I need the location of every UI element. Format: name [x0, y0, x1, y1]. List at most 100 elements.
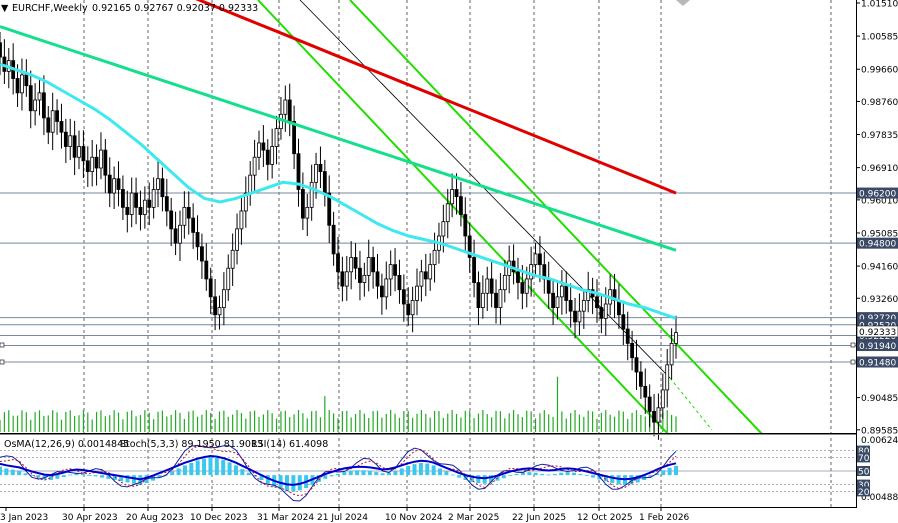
candle-body: [441, 221, 446, 237]
candle-body: [485, 278, 490, 294]
candle-body: [46, 117, 51, 133]
price-tick-label: 0.96010: [861, 196, 898, 206]
candle-body: [164, 196, 169, 212]
osma-bar: [348, 470, 353, 476]
candle-body: [63, 131, 68, 147]
candle-body: [318, 164, 323, 172]
candle-body: [261, 142, 266, 151]
candle-body: [546, 278, 551, 294]
osma-bar: [23, 473, 28, 476]
candle-body: [314, 164, 318, 183]
candle-body: [450, 189, 455, 205]
osma-bar: [501, 475, 506, 479]
osma-bar: [227, 462, 232, 476]
osma-bar: [406, 465, 411, 476]
osma-bar: [214, 458, 219, 476]
ma-line-cyan: [0, 62, 677, 320]
candle-body: [217, 307, 222, 316]
candle-body: [94, 156, 99, 169]
candle-body: [388, 264, 393, 280]
candle-body: [309, 181, 314, 208]
candle-body: [564, 285, 569, 301]
candle-body: [129, 192, 134, 215]
price-tick-label: 0.95085: [861, 229, 898, 239]
candle-body: [151, 189, 156, 208]
moving-averages: [0, 0, 677, 320]
price-axis: 1.01510 1.00585 0.99660 0.98760 0.97835 0.969…: [0, 0, 898, 436]
osma-bar: [176, 468, 181, 476]
osma-bar: [450, 474, 455, 476]
ma-line-red: [195, 0, 677, 195]
candle-body: [221, 289, 226, 308]
osma-bar: [189, 462, 194, 476]
osma-bar: [297, 475, 302, 491]
candle-body: [643, 385, 648, 398]
osma-bar: [438, 468, 443, 476]
candle-body: [638, 371, 643, 387]
osma-bar: [233, 465, 238, 476]
scroll-marker-icon[interactable]: [676, 0, 690, 6]
osma-bar: [291, 475, 296, 492]
osma-bar: [0, 466, 2, 476]
price-tick-label: 0.99660: [861, 66, 898, 76]
level-marker-right: [850, 359, 856, 365]
candle-body: [322, 171, 327, 194]
candle-body: [239, 210, 244, 230]
osma-bar: [476, 475, 481, 484]
osma-bar: [195, 460, 200, 476]
osma-max-label: 0.0062469: [861, 436, 898, 446]
osma-bar: [87, 475, 92, 476]
candle-body: [340, 271, 345, 287]
candle-body: [265, 149, 270, 165]
osma-bar: [635, 475, 640, 483]
osma-bar: [374, 472, 379, 476]
candle-body: [327, 192, 332, 226]
time-tick-label: 10 Nov 2024: [385, 513, 443, 523]
candle-body: [28, 85, 33, 112]
price-tick-label: 0.96910: [861, 164, 898, 174]
candle-body: [555, 296, 560, 308]
price-tick-label: 0.94160: [861, 263, 898, 273]
candle-body: [15, 78, 20, 94]
candle-body: [300, 189, 305, 219]
osma-bar: [240, 469, 245, 476]
price-tick-label: 0.90485: [861, 394, 898, 404]
osma-bar: [323, 475, 328, 479]
osc-level-label: 50: [858, 468, 870, 478]
time-tick-label: 31 Mar 2024: [257, 513, 314, 523]
osma-bar: [367, 470, 372, 476]
osma-bar: [514, 473, 519, 476]
trend-line-black: [299, 0, 671, 379]
osma-bar: [36, 475, 41, 478]
osma-bar: [418, 462, 423, 476]
osma-bar: [355, 470, 360, 476]
candle-body: [213, 296, 217, 316]
candle-body: [204, 260, 209, 280]
candle-body: [20, 74, 24, 94]
osma-bar: [361, 470, 366, 476]
volume-bars: [0, 376, 677, 432]
candle-body: [559, 285, 564, 298]
candle-body: [353, 257, 358, 269]
candle-body: [625, 328, 630, 344]
osma-bar: [648, 475, 653, 477]
candle-body: [77, 146, 81, 158]
time-tick-label: 1 Feb 2026: [639, 513, 690, 523]
osma-bar: [469, 475, 474, 482]
osma-bar: [131, 475, 136, 484]
candle-body: [660, 389, 665, 409]
candle-body: [397, 274, 402, 291]
level-price-box: [857, 340, 898, 352]
candle-body: [257, 142, 261, 158]
symbol-dropdown-icon[interactable]: ▼: [1, 3, 9, 14]
candle-body: [498, 289, 503, 308]
stoch-label: Stoch(5,3,3) 89.1950 81.9013: [120, 439, 263, 450]
osma-bar: [393, 470, 398, 476]
candle-body: [186, 206, 191, 219]
osma-bar: [527, 472, 532, 476]
osma-bar: [106, 475, 111, 479]
candle-body: [577, 310, 582, 323]
osma-bar: [100, 475, 105, 478]
candle-body: [419, 271, 424, 287]
